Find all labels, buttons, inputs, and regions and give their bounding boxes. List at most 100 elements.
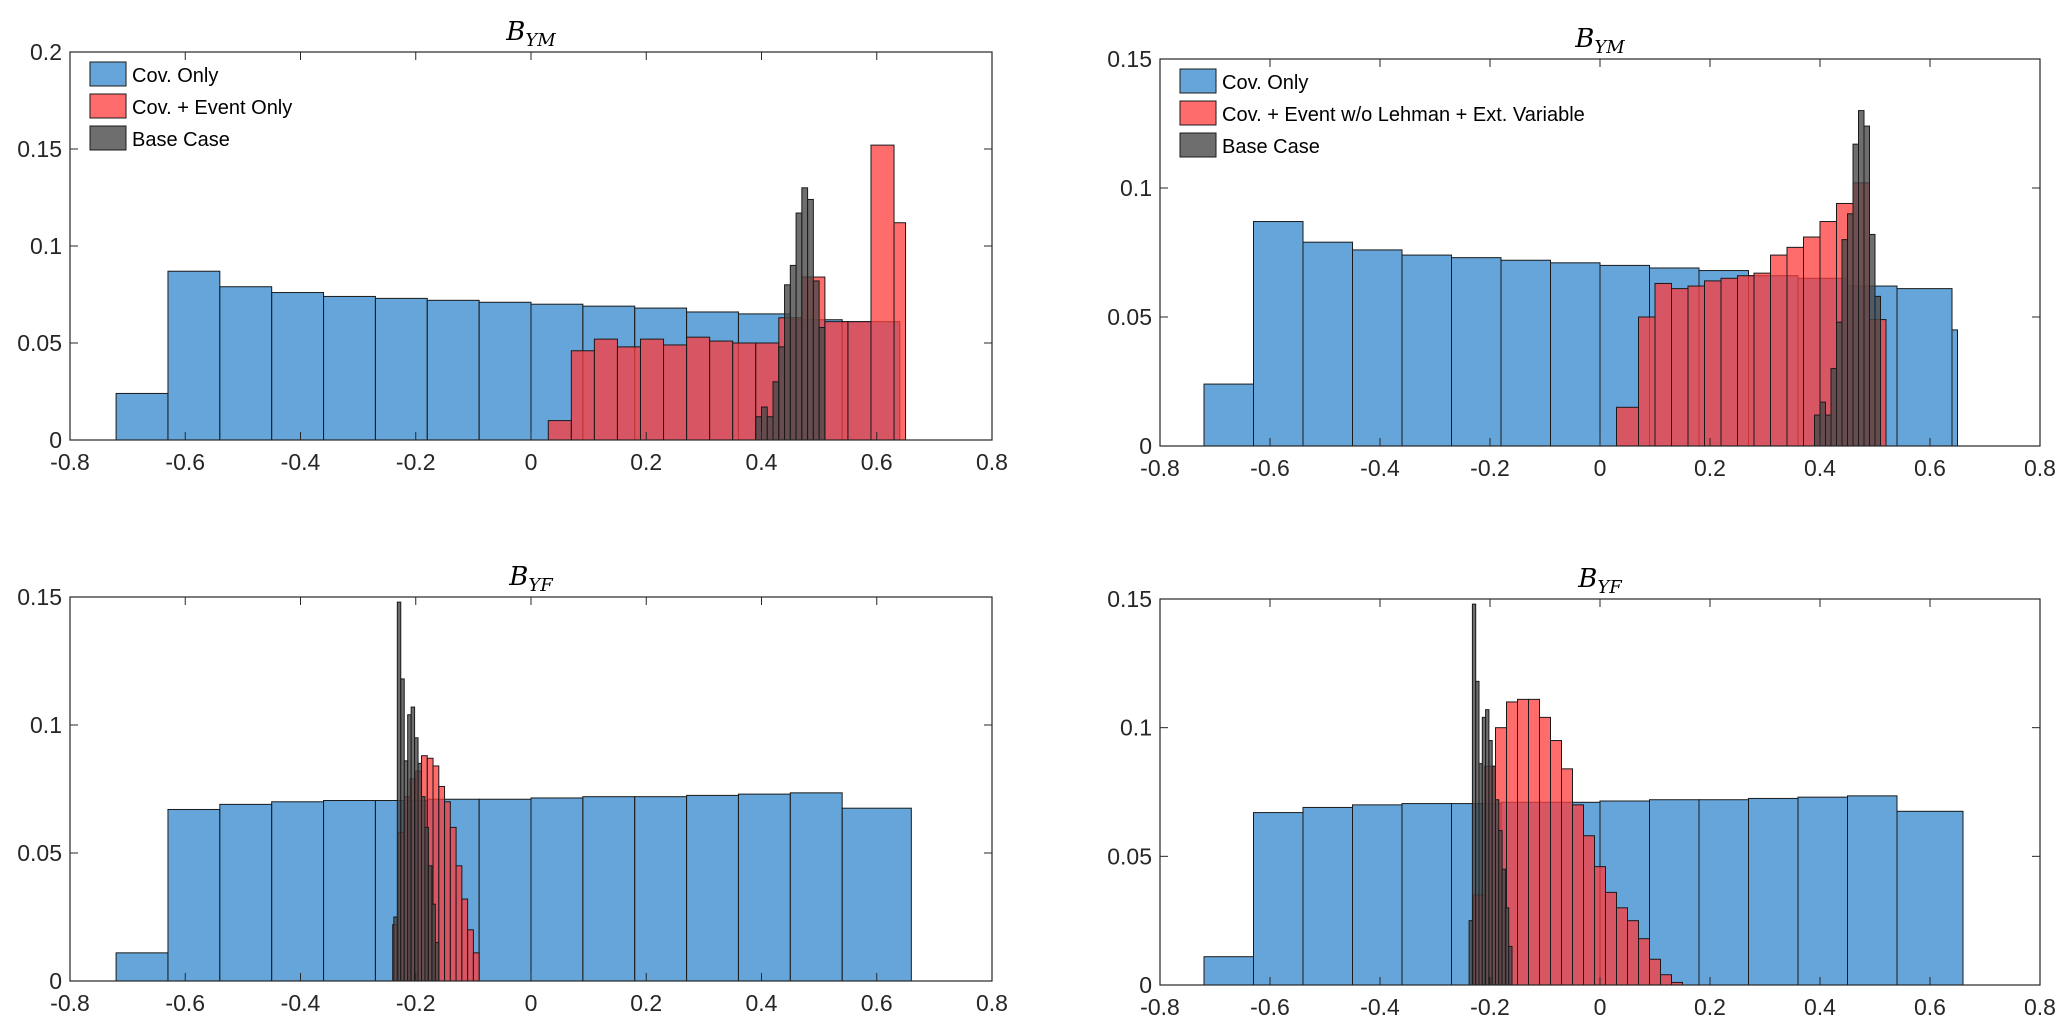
- y-tick-label: 0.15: [1107, 586, 1152, 612]
- bar-s1-11: [455, 865, 463, 982]
- bar-s1-11: [1594, 866, 1606, 986]
- y-tick-label: 0: [1139, 972, 1152, 998]
- bar-s2-9: [807, 198, 814, 441]
- y-tick-label: 0: [1139, 433, 1152, 459]
- bar-s0-2: [1302, 241, 1353, 447]
- x-tick-label: 0.2: [630, 990, 662, 1016]
- bar-s1-8: [1753, 272, 1771, 447]
- bar-s0-0: [115, 952, 169, 982]
- bar-s2-9: [1863, 125, 1870, 447]
- bar-s2-6: [414, 737, 419, 982]
- bar-s2-9: [424, 826, 429, 982]
- x-tick-label: 0.2: [1694, 994, 1726, 1020]
- bar-s0-10: [1698, 799, 1749, 986]
- x-tick-label: 0: [525, 990, 538, 1016]
- x-tick-label: -0.4: [1360, 455, 1400, 481]
- bar-s2-8: [801, 187, 809, 441]
- bar-s1-8: [1561, 768, 1573, 986]
- bar-s1-14: [870, 144, 895, 441]
- bar-s0-6: [426, 299, 480, 441]
- bar-s1-0: [1616, 406, 1639, 447]
- x-tick-label: 0.4: [1804, 455, 1836, 481]
- bar-s1-2: [593, 338, 618, 441]
- y-tick-label: 0.2: [30, 39, 62, 65]
- bar-s0-9: [582, 796, 636, 982]
- x-tick-label: -0.4: [281, 990, 321, 1016]
- bar-s0-6: [1500, 259, 1551, 447]
- bar-s2-8: [1858, 110, 1865, 447]
- x-tick-label: -0.6: [1250, 994, 1290, 1020]
- bar-s2-2: [766, 416, 774, 441]
- bar-s1-6: [686, 336, 711, 441]
- bar-s1-3: [616, 346, 641, 441]
- x-tick-label: -0.2: [1470, 455, 1510, 481]
- series-2: [1814, 110, 1881, 447]
- bar-s1-9: [444, 801, 451, 982]
- legend-swatch: [89, 125, 127, 151]
- bar-s0-11: [1748, 797, 1799, 986]
- legend-label: Cov. Only: [132, 65, 218, 87]
- panel-top-right: -0.8 -0.6 -0.4 -0.2 0 0.2 0.4 0.6 0.8 0 0.05 0.1 0.1…: [1107, 24, 2056, 481]
- bar-s1-9: [1572, 804, 1584, 986]
- bar-s1-12: [824, 321, 849, 441]
- bar-s0-4: [323, 295, 376, 441]
- series-2: [755, 187, 826, 441]
- bar-s1-14: [472, 952, 480, 982]
- y-tick-label: 0: [49, 968, 62, 994]
- bar-s1-15: [1638, 938, 1650, 986]
- bar-s0-0: [1203, 956, 1254, 986]
- bar-s2-7: [1852, 143, 1859, 447]
- bar-s2-4: [1836, 321, 1843, 447]
- bar-s2-11: [1874, 295, 1881, 447]
- bar-s2-2: [1825, 414, 1832, 447]
- bar-s0-4: [1401, 254, 1452, 447]
- x-tick-label: -0.2: [396, 990, 436, 1016]
- bar-s0-4: [323, 800, 376, 982]
- bar-s0-7: [1550, 262, 1601, 447]
- legend-label: Cov. Only: [1222, 72, 1308, 94]
- bar-s0-12: [737, 793, 791, 982]
- bar-s0-14: [1896, 810, 1964, 986]
- x-tick-label: 0.4: [1804, 994, 1836, 1020]
- bar-s2-12: [434, 942, 440, 982]
- bar-s1-16: [1649, 958, 1661, 986]
- bar-s2-8: [421, 796, 426, 982]
- y-tick-label: 0.1: [30, 233, 62, 259]
- legend-label: Base Case: [1222, 136, 1320, 158]
- bar-s2-0: [1814, 414, 1821, 447]
- bar-s2-7: [795, 212, 803, 441]
- bar-s0-10: [634, 796, 688, 982]
- panel-title: BYF: [508, 562, 554, 596]
- panel-title: BYM: [1574, 24, 1625, 58]
- bar-s2-5: [784, 284, 791, 441]
- bar-s2-3: [1830, 368, 1837, 447]
- bar-s2-1: [396, 601, 402, 982]
- bar-s1-9: [1770, 254, 1788, 447]
- bar-s2-0: [755, 416, 762, 441]
- y-tick-label: 0.15: [17, 584, 62, 610]
- panel-top-left: -0.8 -0.6 -0.4 -0.2 0 0.2 0.4 0.6 0.8 0 0.05 0.1 0.1…: [17, 17, 1008, 475]
- bar-s1-17: [1660, 974, 1672, 986]
- x-tick-label: 0: [525, 449, 538, 475]
- y-tick-label: 0.15: [1107, 46, 1152, 72]
- bar-s0-15: [1951, 329, 1958, 447]
- bar-s2-2: [400, 678, 405, 982]
- legend-swatch: [89, 93, 127, 119]
- bar-s0-3: [271, 801, 325, 982]
- x-tick-label: -0.8: [50, 449, 90, 475]
- bar-s1-3: [1671, 288, 1689, 447]
- x-tick-label: 0.6: [861, 990, 893, 1016]
- y-tick-label: 0.15: [17, 136, 62, 162]
- bar-s0-1: [167, 270, 221, 441]
- bar-s1-4: [1687, 285, 1705, 447]
- x-tick-label: 0.6: [1914, 994, 1946, 1020]
- bar-s1-8: [438, 785, 446, 982]
- x-tick-label: 0.8: [976, 449, 1008, 475]
- y-tick-label: 0.1: [30, 712, 62, 738]
- x-tick-label: -0.6: [165, 449, 205, 475]
- bar-s0-1: [1253, 221, 1304, 447]
- bar-s1-2: [1654, 282, 1672, 447]
- x-tick-label: -0.8: [50, 990, 90, 1016]
- x-tick-label: 0.4: [746, 990, 778, 1016]
- title-subscript: YF: [1597, 577, 1623, 598]
